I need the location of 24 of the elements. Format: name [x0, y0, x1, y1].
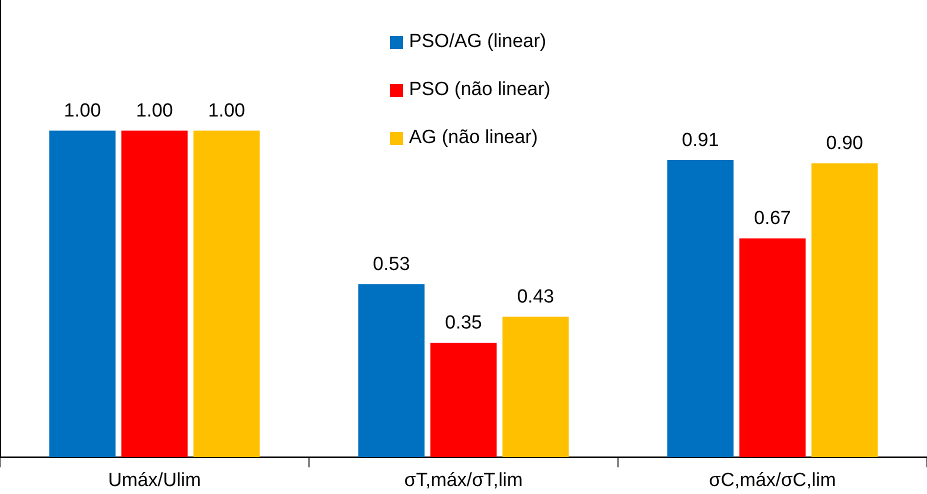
data-label: 1.00 — [208, 100, 246, 122]
bar — [358, 284, 425, 458]
bar — [667, 160, 734, 458]
x-tick-label: σT,máx/σT,lim — [404, 470, 523, 491]
data-label: 0.53 — [372, 254, 410, 275]
x-tick-label: Umáx/Ulim — [108, 470, 201, 491]
bar — [121, 130, 188, 458]
data-label: 0.90 — [826, 133, 864, 154]
bar — [430, 342, 497, 458]
data-label: 1.00 — [64, 100, 101, 122]
data-label: 0.67 — [754, 208, 791, 230]
bar — [739, 238, 806, 458]
data-label: 0.35 — [445, 312, 482, 334]
legend-label: PSO (não linear) — [409, 79, 551, 101]
data-label: 0.43 — [517, 286, 554, 308]
bar — [502, 316, 569, 458]
legend-label: AG (não linear) — [409, 127, 538, 149]
data-label: 0.91 — [682, 130, 719, 151]
data-label: 1.00 — [136, 100, 173, 122]
x-tick-label: σC,máx/σC,lim — [709, 470, 836, 491]
legend-label: PSO/AG (linear) — [409, 31, 546, 53]
bar — [49, 130, 116, 458]
bar — [193, 130, 260, 458]
bar — [811, 163, 878, 458]
